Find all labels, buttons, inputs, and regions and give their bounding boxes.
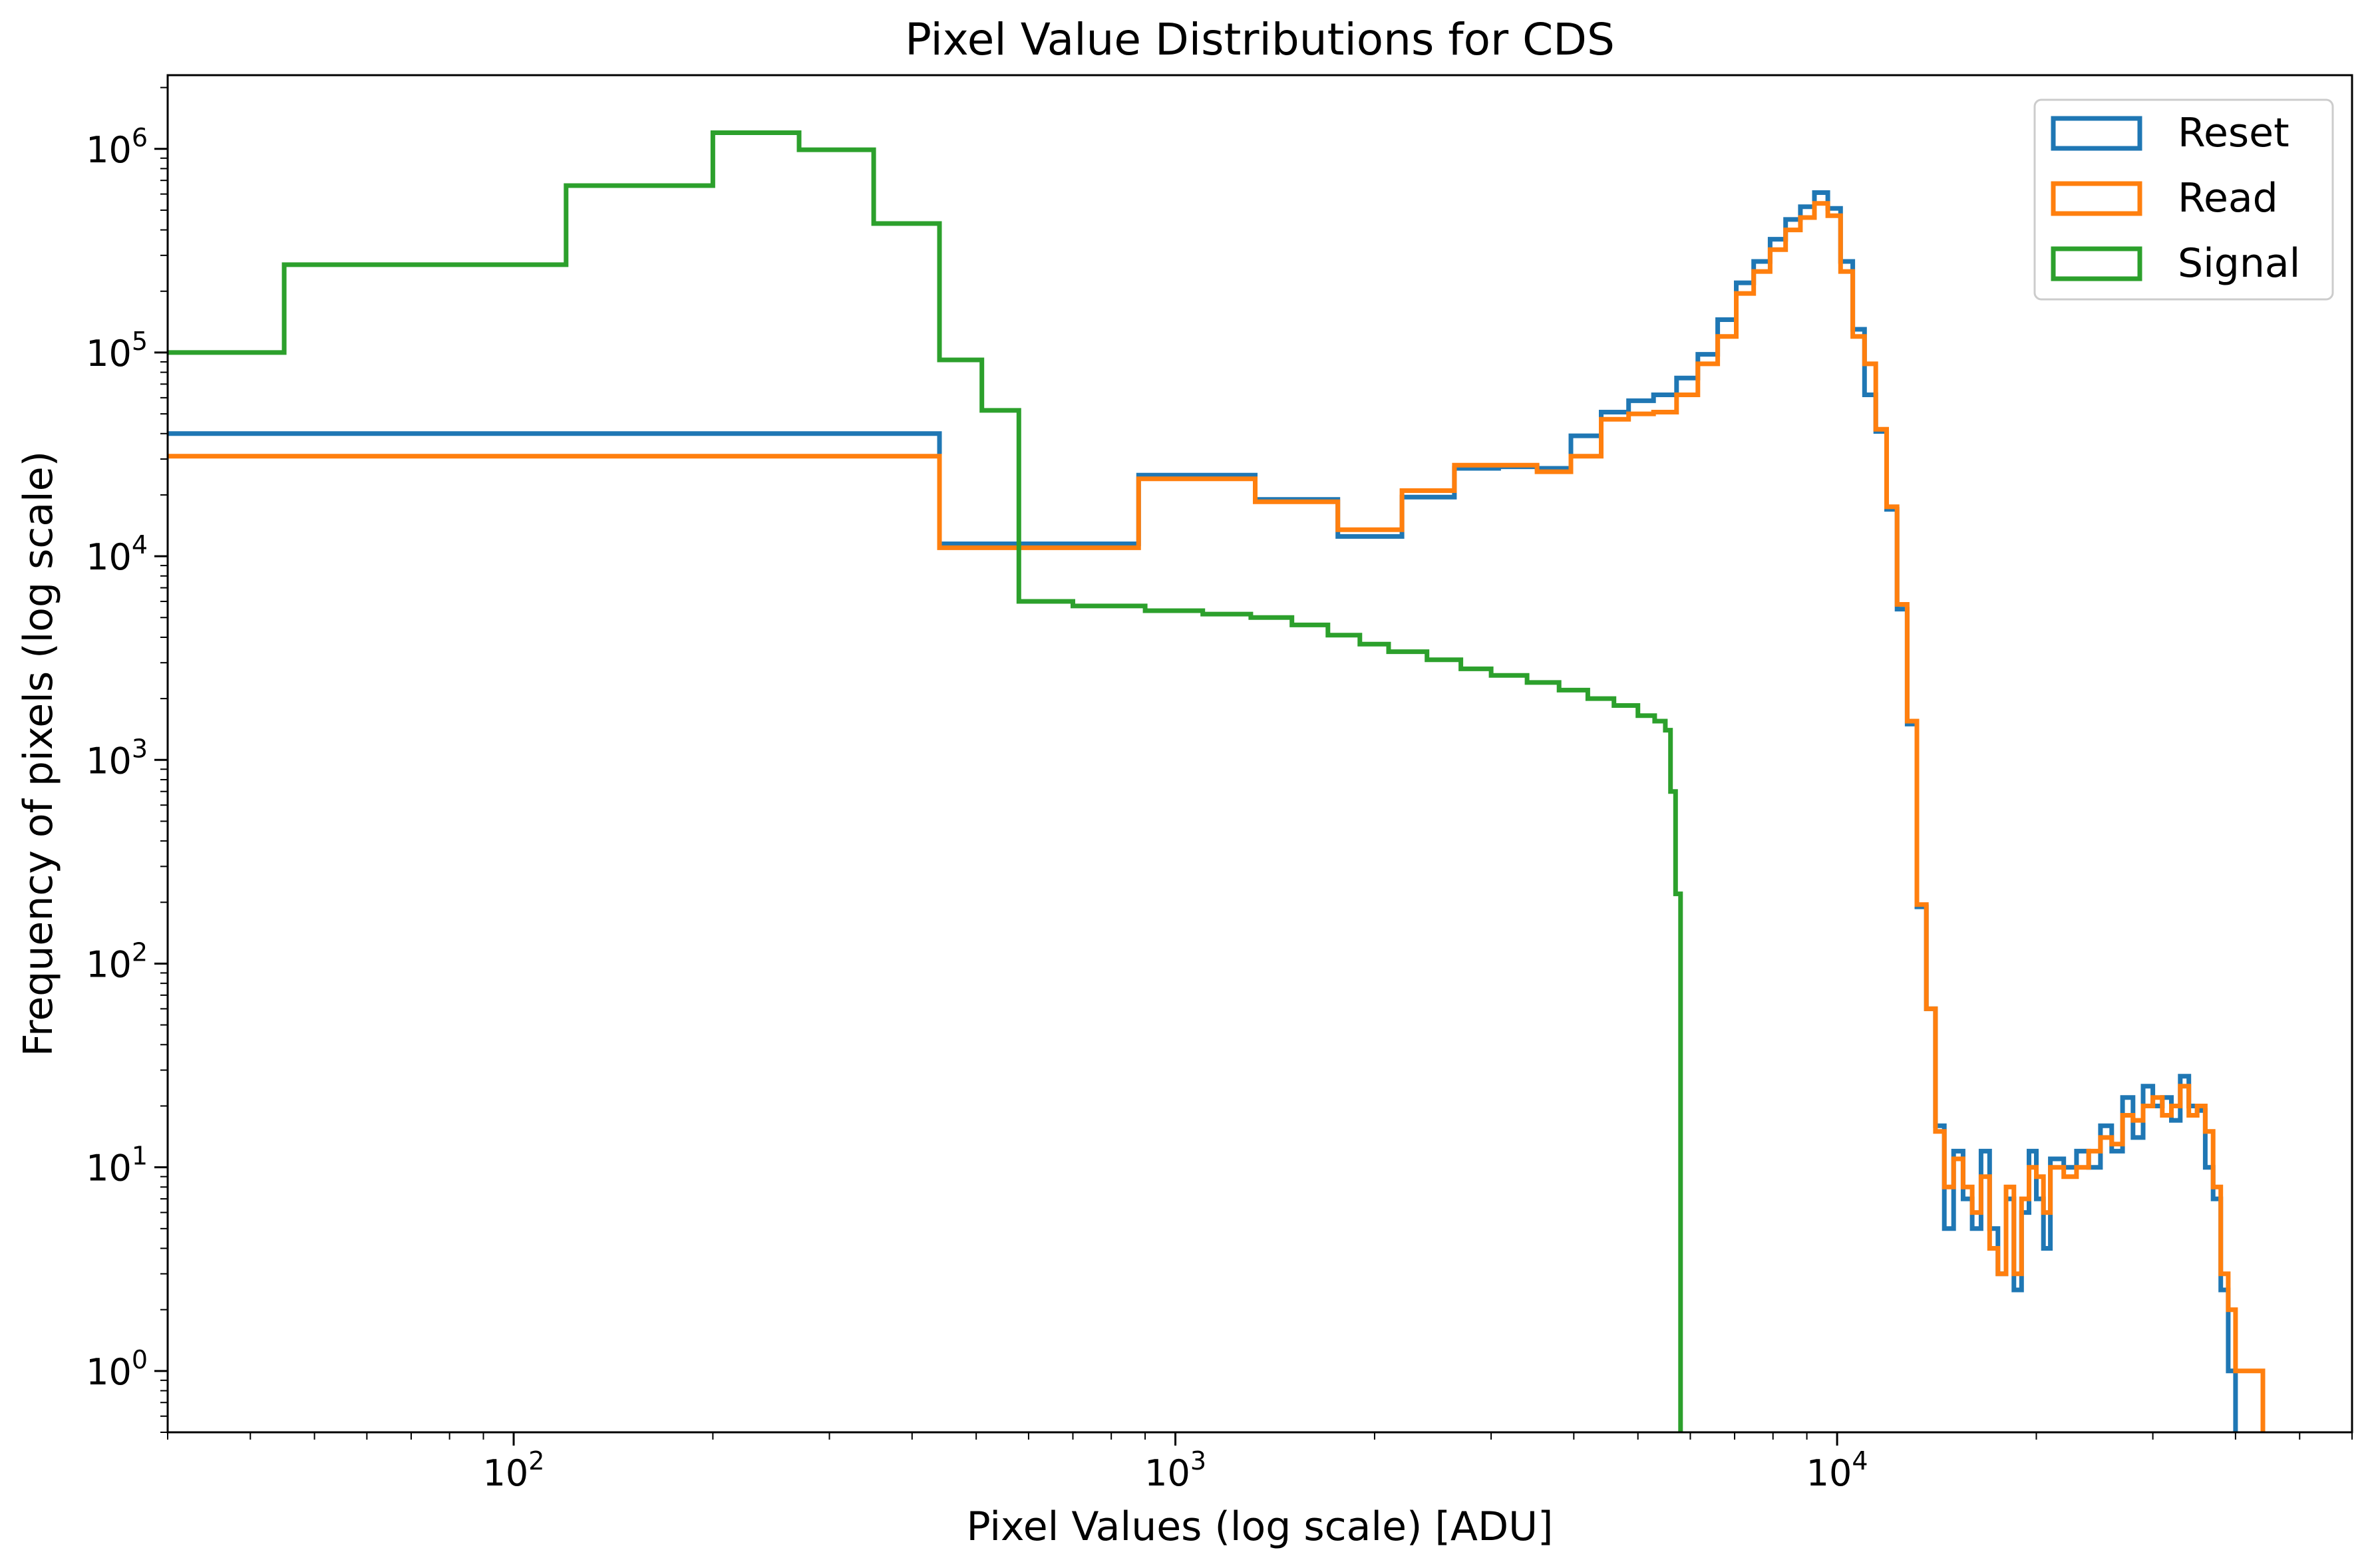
legend-label-read: Read [2178, 175, 2278, 222]
legend-label-reset: Reset [2178, 110, 2289, 156]
chart-title: Pixel Value Distributions for CDS [905, 14, 1615, 65]
axes-layer: 102 103 104 100 101 102 103 104 105 106 [86, 74, 2353, 1494]
y-tick-label: 103 [86, 734, 148, 782]
legend-swatch-read [2051, 181, 2142, 216]
series-layer [168, 130, 2266, 1432]
legend-label-signal: Signal [2178, 240, 2300, 287]
legend-swatch-reset [2051, 116, 2142, 151]
x-tick-label: 104 [1806, 1446, 1868, 1494]
y-tick-label: 101 [86, 1142, 148, 1189]
y-tick-label: 100 [86, 1345, 148, 1393]
series-line-read [168, 201, 2266, 1432]
series-line-signal [168, 130, 1683, 1432]
x-tick-label: 102 [483, 1446, 545, 1494]
x-tick-label: 103 [1144, 1446, 1206, 1494]
legend-swatch-signal [2051, 246, 2142, 281]
plot-frame [166, 74, 2353, 1434]
y-tick-label: 105 [86, 327, 148, 375]
y-tick-label: 102 [86, 937, 148, 985]
y-tick-label: 106 [86, 123, 148, 171]
x-axis-label: Pixel Values (log scale) [ADU] [967, 1503, 1554, 1550]
legend: Reset Read Signal [2033, 98, 2334, 301]
y-tick-label: 104 [86, 530, 148, 578]
y-axis-label: Frequency of pixels (log scale) [15, 451, 62, 1056]
